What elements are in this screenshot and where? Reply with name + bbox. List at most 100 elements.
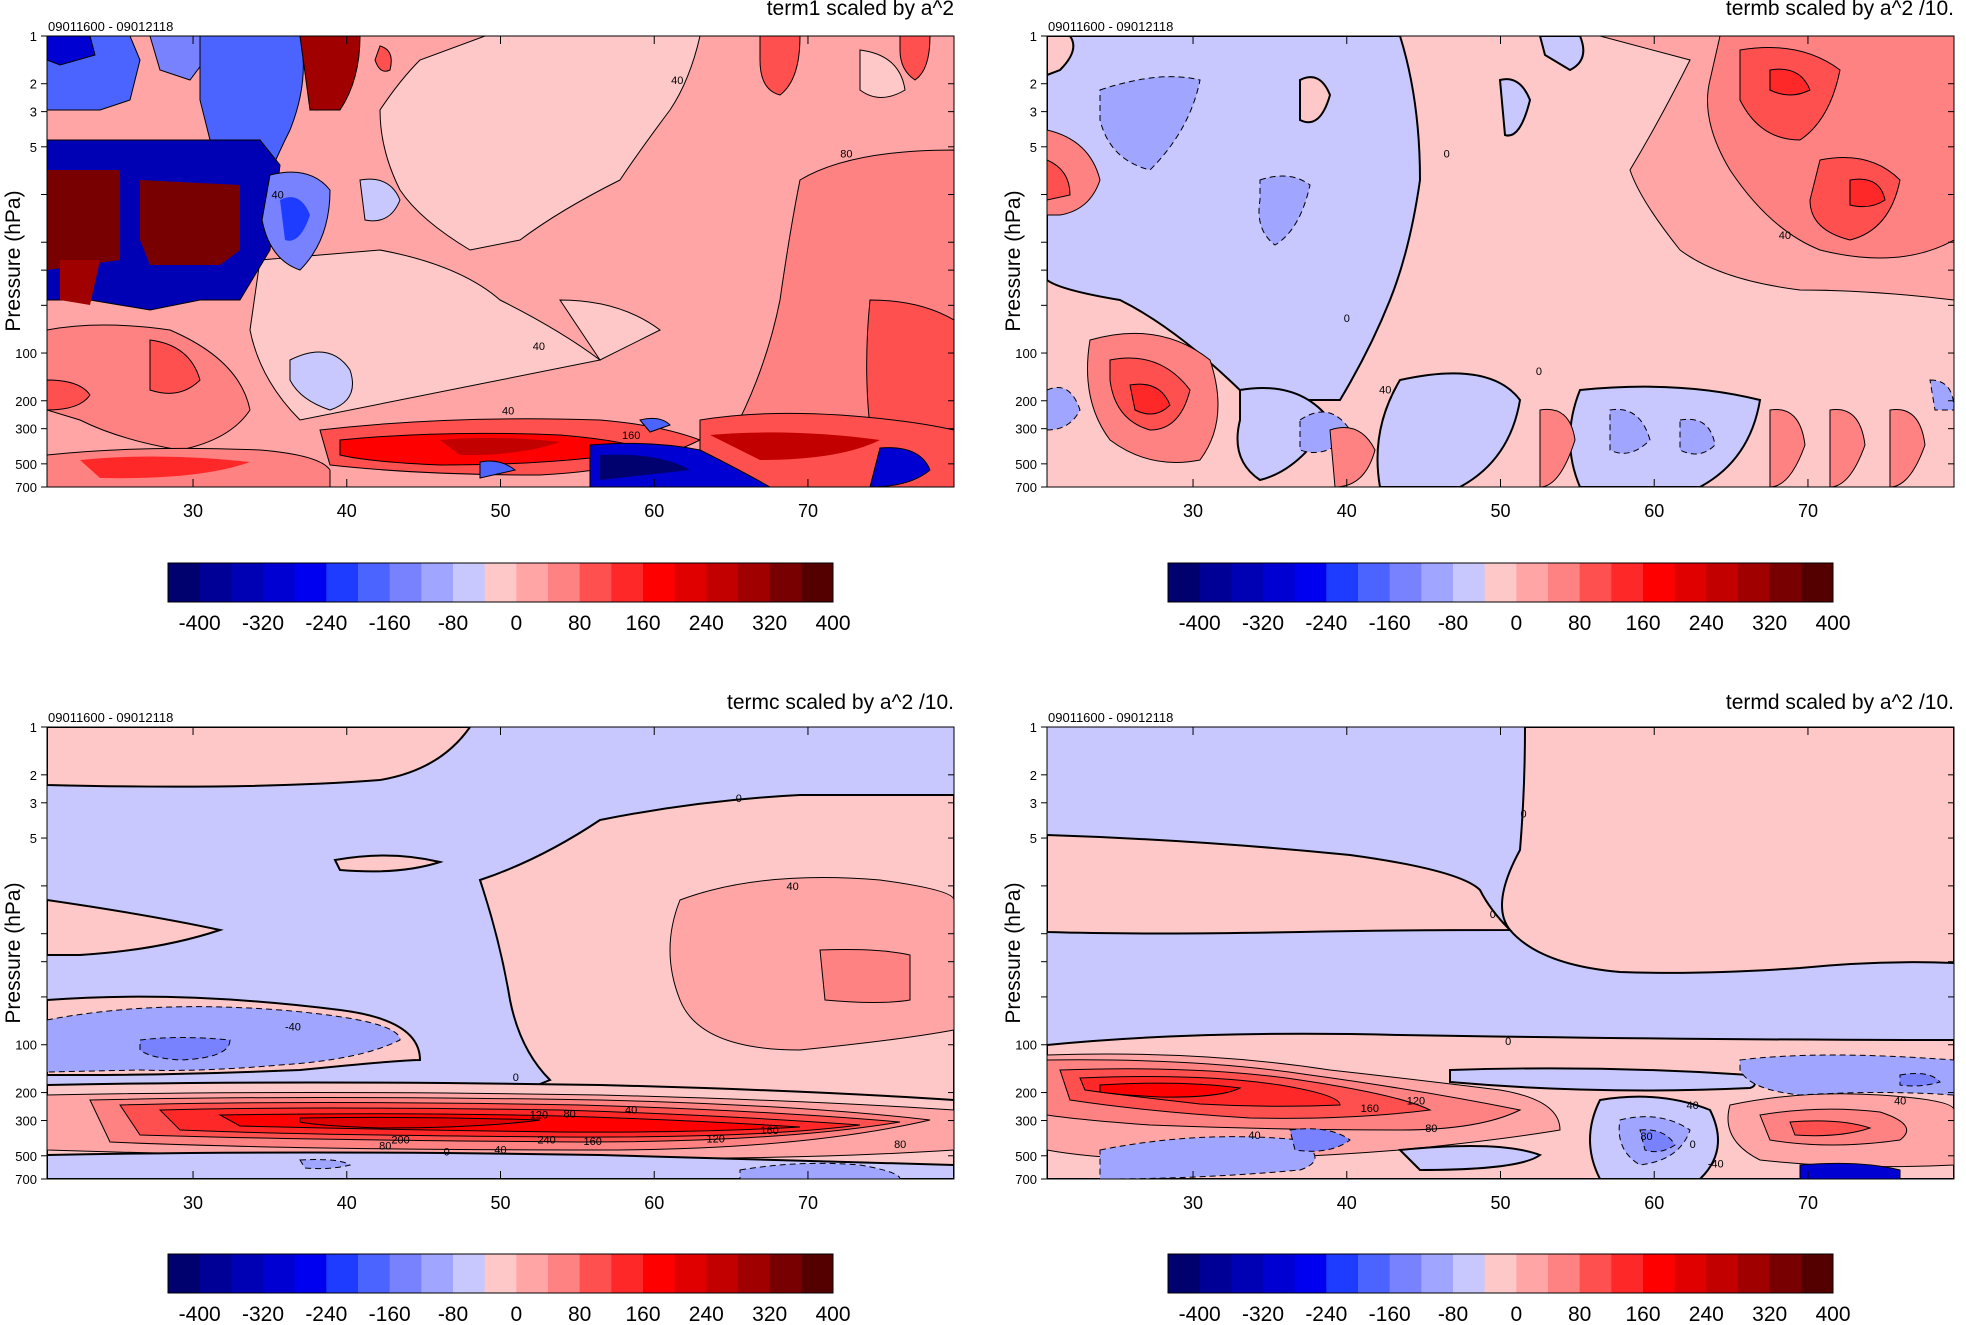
contour-label: 0 — [1344, 313, 1350, 325]
contour-label: 200 — [391, 1135, 409, 1147]
colorbar-swatch — [1769, 1254, 1802, 1293]
colorbar-swatch — [199, 563, 232, 602]
colorbar-swatch — [1516, 563, 1549, 602]
colorbar-tick-label: 0 — [510, 1303, 522, 1325]
colorbar-tick-label: 400 — [1815, 612, 1850, 635]
colorbar-swatch — [294, 563, 327, 602]
colorbar-tick-label: -80 — [1438, 1303, 1468, 1325]
colorbar-tick-label: -160 — [369, 612, 411, 635]
contour-label: 80 — [1425, 1123, 1437, 1135]
x-tick-label: 60 — [644, 1193, 664, 1213]
colorbar-tick-label: -320 — [1242, 612, 1284, 635]
colorbar-tick-label: -320 — [242, 1303, 284, 1325]
colorbar-swatch — [1326, 1254, 1359, 1293]
contour-label: 0 — [1520, 808, 1526, 820]
colorbar-swatch — [1643, 1254, 1676, 1293]
panel-title: term1 scaled by a^2 — [767, 0, 954, 20]
colorbar-swatch — [516, 563, 549, 602]
x-tick-label: 70 — [798, 501, 818, 521]
y-tick-label: 1 — [30, 29, 37, 44]
colorbar-swatch — [1611, 1254, 1644, 1293]
colorbar-swatch — [168, 563, 201, 602]
y-tick-label: 2 — [30, 77, 37, 92]
y-tick-label: 3 — [1030, 796, 1037, 811]
y-tick-label: 500 — [1015, 1149, 1037, 1164]
colorbar-tick-label: 400 — [815, 1303, 850, 1325]
colorbar-swatch — [484, 1254, 517, 1293]
colorbar-tick-label: 80 — [568, 1303, 591, 1325]
colorbar-tick-label: -240 — [1305, 1303, 1347, 1325]
colorbar-swatch — [294, 1254, 327, 1293]
y-tick-label: 5 — [1030, 831, 1037, 846]
colorbar-tick-label: -80 — [438, 612, 468, 635]
colorbar-swatch — [579, 1254, 612, 1293]
panel-subtitle: 09011600 - 09012118 — [48, 19, 173, 34]
contour-label: 40 — [533, 341, 545, 353]
panel-title: termb scaled by a^2 /10. — [1726, 0, 1954, 20]
y-tick-label: 500 — [1015, 457, 1037, 472]
x-tick-label: 60 — [644, 501, 664, 521]
colorbar-tick-label: 320 — [1752, 1303, 1787, 1325]
colorbar-tick-label: -320 — [242, 612, 284, 635]
y-tick-label: 2 — [1030, 77, 1037, 92]
contour-label: 40 — [271, 190, 283, 202]
contour-label: 160 — [622, 430, 640, 442]
contour-field — [1047, 727, 1954, 1179]
x-tick-label: 50 — [1490, 1193, 1510, 1213]
colorbar-tick-label: 320 — [752, 1303, 787, 1325]
colorbar-tick-label: -160 — [1369, 1303, 1411, 1325]
colorbar-swatch — [453, 1254, 486, 1293]
colorbar-frame — [1167, 1253, 1834, 1294]
contour-label: 40 — [786, 881, 798, 893]
contour-label: -40 — [285, 1022, 301, 1034]
colorbar: -400 -320 -240 -160 -80 0 80 160 240 320 400 — [1167, 562, 1851, 635]
colorbar-tick-label: -80 — [1438, 612, 1468, 635]
contour-label: 0 — [444, 1147, 450, 1159]
y-axis: 1 2 3 5 100 200 300 500 700 — [15, 29, 954, 495]
colorbar-swatch — [168, 1254, 201, 1293]
contour-field — [1047, 36, 1954, 487]
y-tick-label: 100 — [15, 346, 37, 361]
colorbar-tick-label: 160 — [625, 612, 660, 635]
y-tick-label: 100 — [1015, 346, 1037, 361]
contour-field — [47, 727, 954, 1179]
colorbar: -400 -320 -240 -160 -80 0 80 160 240 320 400 — [167, 1253, 851, 1325]
colorbar-tick-label: 320 — [752, 612, 787, 635]
contour-label: 0 — [513, 1072, 519, 1084]
colorbar-swatch — [643, 1254, 676, 1293]
y-tick-label: 500 — [15, 1149, 37, 1164]
colorbar-swatch — [1453, 563, 1486, 602]
contour-label: 0 — [1505, 1036, 1511, 1048]
colorbar-swatch — [199, 1254, 232, 1293]
contour-label: 120 — [1407, 1096, 1425, 1108]
colorbar-swatch — [769, 1254, 802, 1293]
y-tick-label: 100 — [15, 1038, 37, 1053]
colorbar-swatch — [643, 563, 676, 602]
contour-label: 160 — [1361, 1103, 1379, 1115]
panel-subtitle: 09011600 - 09012118 — [1048, 19, 1173, 34]
contour-label: 40 — [1687, 1100, 1699, 1112]
colorbar-tick-label: 160 — [625, 1303, 660, 1325]
colorbar-tick-label: 160 — [1625, 612, 1660, 635]
contour-labels: 0 0 0 120 160 40 80 40 80 0 40 -40 — [1248, 808, 1906, 1170]
colorbar-swatch — [1548, 1254, 1581, 1293]
x-tick-label: 40 — [337, 1193, 357, 1213]
colorbar-swatch — [1326, 563, 1359, 602]
contour-label: 120 — [707, 1134, 725, 1146]
colorbar-swatch — [1453, 1254, 1486, 1293]
colorbar-swatch — [769, 563, 802, 602]
contour-label: 80 — [840, 148, 852, 160]
colorbar-tick-label: 80 — [1568, 1303, 1591, 1325]
contour-label: 160 — [760, 1125, 778, 1137]
colorbar-swatch — [1738, 563, 1771, 602]
y-axis-label: Pressure (hPa) — [1002, 190, 1025, 331]
colorbar-frame — [167, 562, 834, 603]
y-tick-label: 100 — [1015, 1038, 1037, 1053]
colorbar-swatch — [706, 563, 739, 602]
y-tick-label: 200 — [15, 394, 37, 409]
colorbar-swatch — [1643, 563, 1676, 602]
colorbar-swatch — [1231, 1254, 1264, 1293]
contour-label: 80 — [564, 1108, 576, 1120]
colorbar-swatch — [1231, 563, 1264, 602]
